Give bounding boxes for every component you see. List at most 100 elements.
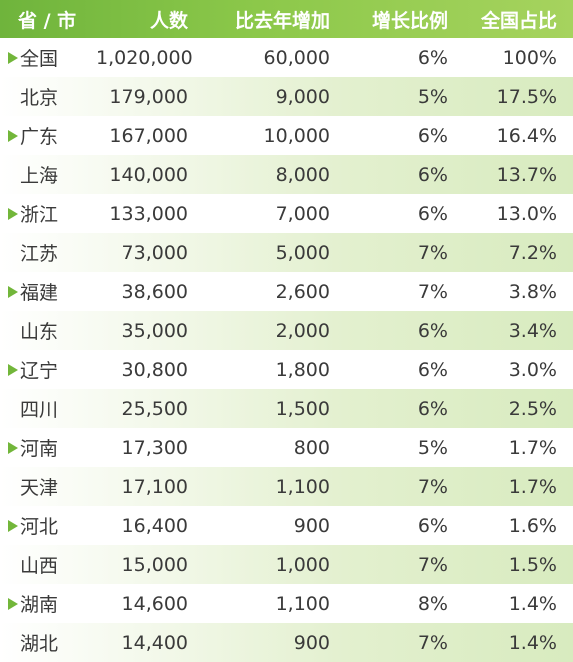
province-name: 天津: [20, 473, 58, 500]
growth-cell: 7%: [330, 632, 448, 654]
table-row[interactable]: 广东 167,000 10,000 6% 16.4%: [0, 116, 573, 155]
people-cell: 14,400: [96, 632, 188, 654]
share-cell: 1.5%: [448, 554, 565, 576]
share-cell: 1.4%: [448, 632, 565, 654]
province-cell: 湖北: [0, 629, 96, 656]
growth-cell: 7%: [330, 242, 448, 264]
header-people[interactable]: 人数: [96, 6, 188, 33]
province-cell: 北京: [0, 83, 96, 110]
growth-cell: 6%: [330, 398, 448, 420]
increase-cell: 1,800: [188, 359, 330, 381]
table-row[interactable]: 山西 15,000 1,000 7% 1.5%: [0, 545, 573, 584]
table-row[interactable]: 辽宁 30,800 1,800 6% 3.0%: [0, 350, 573, 389]
increase-cell: 1,500: [188, 398, 330, 420]
table-row[interactable]: 福建 38,600 2,600 7% 3.8%: [0, 272, 573, 311]
share-cell: 3.4%: [448, 320, 565, 342]
triangle-right-icon: [8, 52, 18, 64]
people-cell: 17,100: [96, 476, 188, 498]
increase-cell: 5,000: [188, 242, 330, 264]
share-cell: 13.7%: [448, 164, 565, 186]
table-header: 省 / 市 人数 比去年增加 增长比例 全国占比: [0, 0, 573, 38]
share-cell: 17.5%: [448, 86, 565, 108]
growth-cell: 6%: [330, 164, 448, 186]
growth-cell: 6%: [330, 47, 448, 69]
people-cell: 25,500: [96, 398, 188, 420]
table-row[interactable]: 全国 1,020,000 60,000 6% 100%: [0, 38, 573, 77]
increase-cell: 2,600: [188, 281, 330, 303]
share-cell: 2.5%: [448, 398, 565, 420]
people-cell: 30,800: [96, 359, 188, 381]
share-cell: 16.4%: [448, 125, 565, 147]
people-cell: 1,020,000: [96, 47, 188, 69]
increase-cell: 60,000: [188, 47, 330, 69]
header-growth[interactable]: 增长比例: [330, 6, 448, 33]
triangle-right-icon: [8, 208, 18, 220]
people-cell: 17,300: [96, 437, 188, 459]
table-row[interactable]: 四川 25,500 1,500 6% 2.5%: [0, 389, 573, 428]
increase-cell: 900: [188, 515, 330, 537]
province-name: 四川: [20, 395, 58, 422]
table-row[interactable]: 湖南 14,600 1,100 8% 1.4%: [0, 584, 573, 623]
province-name: 湖北: [20, 629, 58, 656]
table-row[interactable]: 河北 16,400 900 6% 1.6%: [0, 506, 573, 545]
province-cell: 河北: [0, 512, 96, 539]
header-increase[interactable]: 比去年增加: [188, 6, 330, 33]
province-name: 河北: [20, 512, 58, 539]
share-cell: 1.7%: [448, 476, 565, 498]
share-cell: 7.2%: [448, 242, 565, 264]
province-name: 广东: [20, 122, 58, 149]
increase-cell: 1,000: [188, 554, 330, 576]
province-name: 北京: [20, 83, 58, 110]
increase-cell: 2,000: [188, 320, 330, 342]
share-cell: 3.0%: [448, 359, 565, 381]
people-cell: 133,000: [96, 203, 188, 225]
table-row[interactable]: 浙江 133,000 7,000 6% 13.0%: [0, 194, 573, 233]
province-name: 辽宁: [20, 356, 58, 383]
triangle-right-icon: [8, 442, 18, 454]
province-cell: 浙江: [0, 200, 96, 227]
increase-cell: 800: [188, 437, 330, 459]
increase-cell: 10,000: [188, 125, 330, 147]
growth-cell: 6%: [330, 320, 448, 342]
growth-cell: 5%: [330, 437, 448, 459]
increase-cell: 1,100: [188, 476, 330, 498]
province-cell: 四川: [0, 395, 96, 422]
province-name: 浙江: [20, 200, 58, 227]
table-row[interactable]: 湖北 14,400 900 7% 1.4%: [0, 623, 573, 662]
table-body: 全国 1,020,000 60,000 6% 100% 北京 179,000 9,000 5% 1…: [0, 38, 573, 662]
table-row[interactable]: 江苏 73,000 5,000 7% 7.2%: [0, 233, 573, 272]
province-cell: 天津: [0, 473, 96, 500]
province-name: 山西: [20, 551, 58, 578]
table-row[interactable]: 河南 17,300 800 5% 1.7%: [0, 428, 573, 467]
province-name: 江苏: [20, 239, 58, 266]
increase-cell: 900: [188, 632, 330, 654]
growth-cell: 7%: [330, 281, 448, 303]
people-cell: 38,600: [96, 281, 188, 303]
header-share[interactable]: 全国占比: [448, 6, 565, 33]
province-name: 湖南: [20, 590, 58, 617]
triangle-right-icon: [8, 286, 18, 298]
table-row[interactable]: 上海 140,000 8,000 6% 13.7%: [0, 155, 573, 194]
increase-cell: 9,000: [188, 86, 330, 108]
growth-cell: 6%: [330, 125, 448, 147]
province-cell: 辽宁: [0, 356, 96, 383]
share-cell: 3.8%: [448, 281, 565, 303]
table-row[interactable]: 山东 35,000 2,000 6% 3.4%: [0, 311, 573, 350]
province-name: 上海: [20, 161, 58, 188]
share-cell: 13.0%: [448, 203, 565, 225]
people-cell: 73,000: [96, 242, 188, 264]
increase-cell: 8,000: [188, 164, 330, 186]
triangle-right-icon: [8, 130, 18, 142]
people-cell: 16,400: [96, 515, 188, 537]
triangle-right-icon: [8, 520, 18, 532]
province-cell: 江苏: [0, 239, 96, 266]
share-cell: 100%: [448, 47, 565, 69]
header-province[interactable]: 省 / 市: [0, 6, 96, 33]
triangle-right-icon: [8, 364, 18, 376]
province-name: 河南: [20, 434, 58, 461]
province-cell: 湖南: [0, 590, 96, 617]
table-row[interactable]: 天津 17,100 1,100 7% 1.7%: [0, 467, 573, 506]
table-row[interactable]: 北京 179,000 9,000 5% 17.5%: [0, 77, 573, 116]
share-cell: 1.7%: [448, 437, 565, 459]
province-name: 全国: [20, 44, 58, 71]
